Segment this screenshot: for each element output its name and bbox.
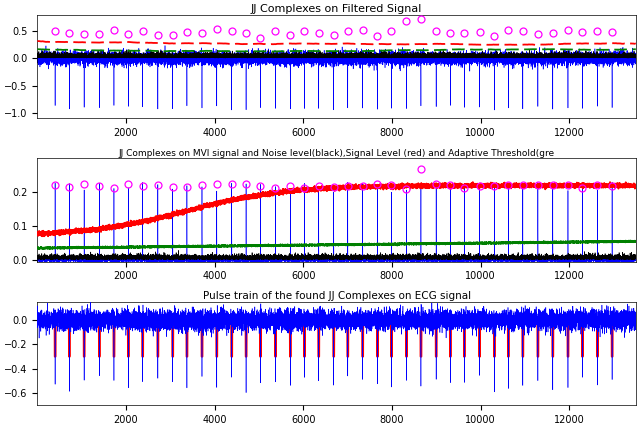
Title: JJ Complexes on MVI signal and Noise level(black),Signal Level (red) and Adaptiv: JJ Complexes on MVI signal and Noise lev… [118, 148, 555, 157]
Title: Pulse train of the found JJ Complexes on ECG signal: Pulse train of the found JJ Complexes on… [202, 291, 470, 301]
Title: JJ Complexes on Filtered Signal: JJ Complexes on Filtered Signal [251, 4, 422, 14]
